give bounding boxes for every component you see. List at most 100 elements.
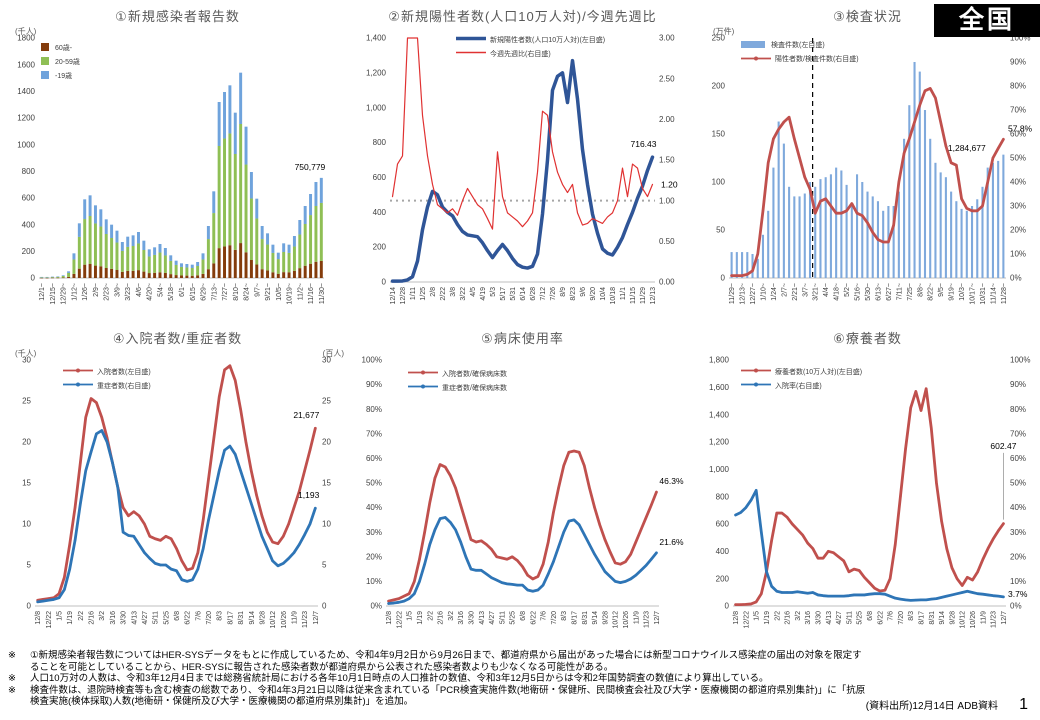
svg-text:11/28~: 11/28~ xyxy=(1001,283,1008,304)
svg-text:7/25~: 7/25~ xyxy=(907,283,914,301)
chart-title: ⑤病床使用率 xyxy=(481,331,564,346)
svg-text:0: 0 xyxy=(382,278,387,287)
svg-text:60%: 60% xyxy=(366,454,382,463)
recuperating-chart-canvas: 0 200 400 600 800 1,000 1,200 1,400 1,600 1,800 0%… xyxy=(709,356,1031,629)
legend-entry: 検査件数(左目盛) xyxy=(741,40,859,51)
legend-label: 新規陽性者数(人口10万人対)(左目盛) xyxy=(490,36,606,44)
svg-text:100%: 100% xyxy=(362,356,382,365)
svg-text:80%: 80% xyxy=(1010,82,1026,91)
svg-text:400: 400 xyxy=(22,220,36,229)
legend-swatch-icon xyxy=(408,382,438,393)
svg-text:10/18: 10/18 xyxy=(610,287,617,305)
svg-text:11/30~: 11/30~ xyxy=(319,283,326,304)
svg-text:2/2: 2/2 xyxy=(427,611,434,621)
svg-text:1/5: 1/5 xyxy=(57,611,64,621)
legend-label: 重症者数/確保病床数 xyxy=(442,384,507,392)
svg-text:3/7~: 3/7~ xyxy=(802,283,809,297)
svg-text:2/22: 2/22 xyxy=(440,287,447,301)
svg-text:12/14: 12/14 xyxy=(390,287,397,305)
svg-text:5/4~: 5/4~ xyxy=(157,283,164,297)
footnote-mark: ※ xyxy=(8,673,16,685)
svg-text:5/2~: 5/2~ xyxy=(844,283,851,297)
svg-text:5/30~: 5/30~ xyxy=(865,283,872,301)
svg-text:4/13: 4/13 xyxy=(479,611,486,625)
svg-text:1.00: 1.00 xyxy=(659,196,675,205)
page-number: 1 xyxy=(1019,696,1028,713)
svg-text:600: 600 xyxy=(22,194,36,203)
svg-text:100: 100 xyxy=(712,178,726,187)
svg-text:0: 0 xyxy=(31,274,36,283)
legend-label: -19歳 xyxy=(55,72,73,80)
svg-text:11/9: 11/9 xyxy=(633,611,640,624)
svg-text:2/21~: 2/21~ xyxy=(792,283,799,301)
svg-text:46.3%: 46.3% xyxy=(659,476,684,486)
svg-text:6/1~: 6/1~ xyxy=(179,283,186,297)
svg-text:11/9: 11/9 xyxy=(291,611,298,624)
svg-text:250: 250 xyxy=(712,34,726,43)
svg-text:3/23~: 3/23~ xyxy=(125,283,132,301)
svg-text:12/28: 12/28 xyxy=(400,287,407,305)
legend-entry: 入院者数/確保病床数 xyxy=(408,368,507,379)
chart-title: ⑥療養者数 xyxy=(833,331,902,346)
svg-text:11/23: 11/23 xyxy=(644,611,651,628)
hospitalized-chart-canvas: 0 5 10 15 20 25 30 0 5 10 15 20 25 30 12/8 12/22 1/5 1/19… xyxy=(22,356,331,629)
legend-label: 検査件数(左目盛) xyxy=(771,42,825,49)
svg-text:11/14~: 11/14~ xyxy=(990,283,997,304)
svg-text:8/31: 8/31 xyxy=(929,611,936,625)
svg-text:600: 600 xyxy=(716,520,730,529)
chart-cell-testing: 0 50 100 150 200 250 0% 10% 20% 30% 40% 50% 60% 70% 80… xyxy=(695,4,1040,326)
svg-text:8/9: 8/9 xyxy=(560,287,567,297)
svg-text:7/11~: 7/11~ xyxy=(896,283,903,300)
svg-text:2/16: 2/16 xyxy=(89,611,96,625)
svg-text:1/19: 1/19 xyxy=(417,611,424,625)
svg-text:4/5: 4/5 xyxy=(470,287,477,297)
svg-text:6/8: 6/8 xyxy=(174,611,181,621)
svg-text:6/22: 6/22 xyxy=(530,611,537,625)
svg-text:30%: 30% xyxy=(366,528,382,537)
svg-text:70%: 70% xyxy=(1010,106,1026,115)
svg-text:9/14: 9/14 xyxy=(939,611,946,625)
svg-text:15: 15 xyxy=(22,479,31,488)
svg-text:10/19~: 10/19~ xyxy=(287,283,294,305)
svg-text:4/27: 4/27 xyxy=(836,611,843,625)
svg-text:1,000: 1,000 xyxy=(709,465,730,474)
svg-text:3/22: 3/22 xyxy=(460,287,467,301)
svg-text:11/9: 11/9 xyxy=(980,611,987,624)
svg-text:1,200: 1,200 xyxy=(709,438,730,447)
chart-title: ②新規陽性者数(人口10万人対)/今週先週比 xyxy=(388,9,657,24)
svg-text:3/30: 3/30 xyxy=(815,611,822,625)
svg-text:1,400: 1,400 xyxy=(709,410,730,419)
svg-text:12/15~: 12/15~ xyxy=(50,283,57,305)
svg-text:0%: 0% xyxy=(1010,602,1022,611)
svg-text:7/6: 7/6 xyxy=(888,611,895,621)
chart-cell-positives-ratio: 0 200 400 600 800 1,000 1,200 1,400 0.00 0.50 1.00… xyxy=(350,4,695,326)
legend-entry: 20-59歳 xyxy=(41,56,80,67)
svg-text:50%: 50% xyxy=(366,479,382,488)
svg-text:90%: 90% xyxy=(366,380,382,389)
svg-text:9/5~: 9/5~ xyxy=(938,283,945,297)
chart-legend: 60歳- 20-59歳 -19歳 xyxy=(41,42,80,81)
svg-text:20%: 20% xyxy=(1010,552,1026,561)
svg-text:200: 200 xyxy=(22,247,36,256)
svg-text:10%: 10% xyxy=(366,577,382,586)
charts-grid: 0 200 400 600 800 1000 1200 1400 1600 1800 12/1~ 12… xyxy=(5,4,1040,648)
svg-text:5/11: 5/11 xyxy=(499,611,506,624)
testing-chart-canvas: 0 50 100 150 200 250 0% 10% 20% 30% 40% 50% 60% 70% 80… xyxy=(712,34,1033,305)
svg-text:1/26~: 1/26~ xyxy=(82,283,89,301)
svg-text:800: 800 xyxy=(373,138,387,147)
svg-text:10%: 10% xyxy=(1010,577,1026,586)
legend-label: 今週先週比(右目盛) xyxy=(490,50,551,58)
svg-text:9/20: 9/20 xyxy=(590,287,597,301)
legend-swatch-icon xyxy=(456,48,486,59)
svg-text:1,800: 1,800 xyxy=(709,356,730,365)
svg-text:200: 200 xyxy=(373,243,387,252)
chart-cell-new-cases: 0 200 400 600 800 1000 1200 1400 1600 1800 12/1~ 12… xyxy=(5,4,350,326)
svg-text:12/22: 12/22 xyxy=(743,611,750,629)
svg-text:8/31: 8/31 xyxy=(238,611,245,625)
svg-text:80%: 80% xyxy=(1010,405,1026,414)
legend-label: 療養者数(10万人対)(左目盛) xyxy=(775,368,863,376)
svg-text:12/13~: 12/13~ xyxy=(740,283,747,305)
svg-text:7/20: 7/20 xyxy=(206,611,213,625)
footnote-mark: ※ xyxy=(8,650,16,661)
svg-text:10/5~: 10/5~ xyxy=(276,283,283,301)
